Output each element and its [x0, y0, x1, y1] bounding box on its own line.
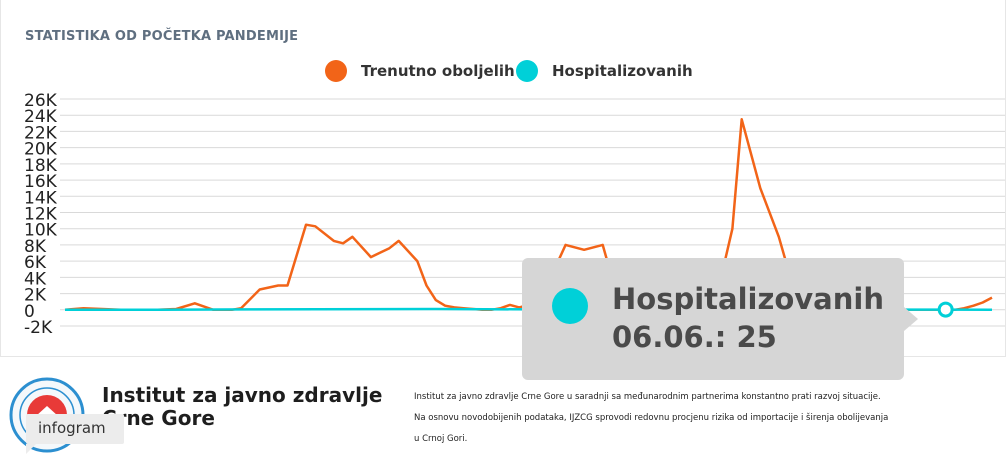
y-tick-label: 10K [24, 221, 58, 241]
description-line-2: Na osnovu novodobijenih podataka, IJZCG … [414, 413, 889, 423]
chart-tooltip: Hospitalizovanih 06.06.: 25 [522, 258, 904, 380]
y-tick-label: 26K [24, 91, 58, 111]
description-line-3: u Crnoj Gori. [414, 434, 468, 444]
y-tick-label: 16K [24, 172, 58, 192]
infogram-label: infogram [38, 419, 106, 437]
infogram-badge[interactable]: infogram [26, 414, 124, 444]
y-tick-label: -2K [24, 318, 53, 338]
y-tick-label: 20K [24, 140, 58, 160]
chart-title: STATISTIKA OD POČETKA PANDEMIJE [25, 29, 299, 44]
legend-item-hospital[interactable]: Hospitalizovanih [516, 60, 693, 82]
tooltip-series-name: Hospitalizovanih [612, 282, 884, 316]
y-tick-label: 2K [24, 286, 47, 306]
legend-label-hospital: Hospitalizovanih [552, 62, 693, 80]
y-tick-label: 14K [24, 188, 58, 208]
highlighted-point-marker[interactable] [937, 301, 954, 318]
y-tick-label: 6K [24, 253, 47, 273]
y-tick-label: 24K [24, 107, 58, 127]
y-tick-label: 4K [24, 269, 47, 289]
tooltip-series-dot [552, 288, 588, 324]
tooltip-pointer [904, 307, 918, 331]
tooltip-value: 06.06.: 25 [612, 320, 777, 354]
legend-swatch-active [325, 60, 347, 82]
y-tick-label: 8K [24, 237, 47, 257]
y-tick-label: 0 [24, 302, 35, 322]
org-name: Institut za javno zdravlje Crne Gore [102, 383, 383, 430]
legend-label-active: Trenutno oboljelih [361, 62, 515, 80]
legend-item-active[interactable]: Trenutno oboljelih [325, 60, 515, 82]
legend-swatch-hospital [516, 60, 538, 82]
y-tick-label: 12K [24, 205, 58, 225]
description-line-1: Institut za javno zdravlje Crne Gore u s… [414, 392, 881, 402]
y-tick-label: 18K [24, 156, 58, 176]
chart-frame [0, 0, 1006, 357]
y-tick-label: 22K [24, 123, 58, 143]
infogram-badge-tail [26, 444, 36, 454]
series-markers[interactable] [937, 301, 954, 318]
chart-legend: Trenutno oboljelih Hospitalizovanih [0, 60, 1008, 84]
